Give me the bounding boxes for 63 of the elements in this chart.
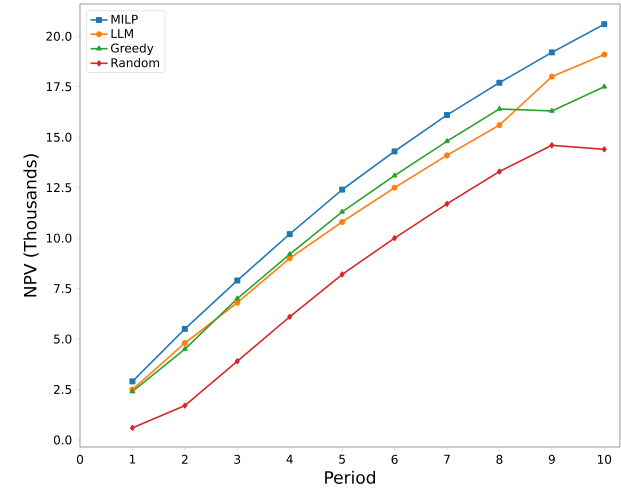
point: [392, 172, 398, 178]
point: [548, 74, 555, 80]
y-tick-label: 12.5: [46, 183, 72, 192]
legend-label: Greedy: [111, 43, 154, 55]
point: [444, 200, 450, 207]
point: [339, 186, 346, 193]
x-tick-label: 3: [234, 454, 240, 464]
point: [496, 106, 502, 111]
point: [130, 388, 136, 394]
y-tick-label: 2.5: [54, 384, 72, 394]
x-tick-label: 8: [496, 454, 502, 464]
point: [549, 142, 554, 148]
x-tick-label: 2: [182, 454, 188, 464]
point: [339, 208, 345, 214]
y-tick-label: 10.0: [46, 234, 72, 243]
x-tick-label: 4: [286, 454, 293, 464]
x-tick-label: 9: [548, 454, 555, 464]
legend-label: MILP: [112, 14, 138, 24]
x-tick-label: 7: [444, 454, 450, 464]
point: [601, 51, 608, 58]
point: [287, 251, 292, 256]
point: [548, 49, 555, 56]
point: [392, 235, 398, 242]
point: [182, 402, 188, 409]
point: [340, 271, 345, 278]
point: [182, 326, 188, 332]
point: [234, 277, 240, 284]
x-tick-label: 0: [76, 454, 84, 464]
point: [392, 184, 398, 191]
y-tick-label: 0.0: [54, 435, 72, 444]
y-tick-label: 5.0: [54, 334, 72, 344]
x-tick-label: 5: [339, 454, 345, 464]
x-tick-label: 6: [392, 454, 398, 464]
point: [496, 122, 502, 128]
point: [549, 108, 555, 113]
point: [234, 358, 240, 364]
y-tick-label: 7.5: [54, 284, 72, 294]
point: [602, 84, 607, 89]
point: [392, 148, 398, 154]
legend-label: Random: [112, 58, 160, 68]
point: [234, 296, 240, 301]
point: [129, 378, 136, 384]
point: [182, 346, 188, 352]
point: [286, 231, 293, 238]
y-tick-label: 17.5: [46, 82, 72, 92]
point: [444, 138, 450, 144]
legend-label: LLM: [112, 29, 133, 38]
point: [601, 21, 608, 28]
point: [444, 112, 450, 118]
point: [444, 152, 450, 158]
y-tick-label: 20.0: [46, 32, 72, 41]
point: [339, 218, 346, 225]
point: [496, 80, 502, 86]
point: [602, 146, 607, 152]
x-tick-label: 10: [598, 454, 612, 464]
x-tick-label: 1: [130, 454, 136, 464]
x-axis-title: Period: [325, 470, 375, 484]
y-tick-label: 15.0: [46, 132, 72, 142]
point: [496, 168, 502, 175]
point: [182, 340, 188, 346]
point: [130, 424, 135, 431]
point: [287, 314, 292, 320]
y-axis-title: NPV (Thousands): [23, 154, 39, 296]
